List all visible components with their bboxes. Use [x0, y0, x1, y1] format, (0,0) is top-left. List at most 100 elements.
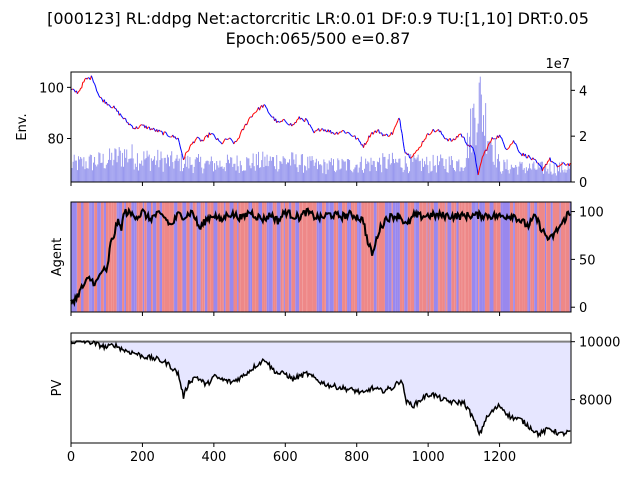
agent-stripe: [198, 202, 200, 312]
price-segment: [510, 143, 512, 146]
agent-stripe: [329, 202, 330, 312]
price-segment: [400, 128, 403, 134]
agent-stripe: [83, 202, 86, 312]
price-segment: [174, 136, 177, 140]
price-segment: [398, 117, 401, 121]
price-segment: [97, 92, 100, 96]
price-segment: [123, 117, 125, 120]
price-segment: [427, 133, 430, 136]
agent-stripe: [97, 202, 101, 312]
env-y2-offset-label: 1e7: [545, 57, 570, 72]
agent-stripe: [288, 202, 292, 312]
price-segment: [219, 141, 222, 144]
agent-stripe: [181, 202, 183, 312]
price-segment: [473, 151, 476, 156]
agent-stripe: [537, 202, 539, 312]
price-segment: [442, 134, 445, 138]
price-segment: [209, 133, 212, 136]
price-segment: [517, 149, 520, 152]
env-panel: 80 100 0 2 4 1e7 Env.: [15, 57, 587, 191]
price-segment: [113, 105, 116, 109]
price-segment: [399, 120, 402, 129]
price-segment: [538, 164, 541, 167]
agent-stripe: [284, 202, 289, 312]
price-segment: [357, 138, 360, 142]
agent-stripe: [268, 202, 273, 312]
price-segment: [279, 120, 282, 123]
agent-stripe: [204, 202, 205, 312]
price-segment: [515, 143, 518, 147]
price-segment: [403, 148, 406, 154]
agent-stripe: [202, 202, 204, 312]
price-segment: [419, 145, 422, 148]
price-segment: [332, 131, 334, 134]
agent-stripe: [364, 202, 368, 312]
agent-stripe: [502, 202, 506, 312]
agent-stripe: [367, 202, 371, 312]
agent-stripe: [397, 202, 400, 312]
agent-stripe: [358, 202, 361, 312]
pv-fill-area: [71, 340, 571, 437]
price-segment: [181, 155, 184, 161]
pv-x-tick-label: 1000: [412, 450, 445, 465]
agent-stripe: [274, 202, 277, 312]
agent-stripe: [322, 202, 325, 312]
price-segment: [305, 117, 308, 121]
price-segment: [478, 165, 481, 171]
price-segment: [489, 141, 492, 143]
price-segment: [358, 140, 361, 143]
agent-stripe: [565, 202, 570, 312]
agent-stripe: [517, 202, 520, 312]
price-segment: [306, 119, 309, 122]
agent-stripe: [81, 202, 84, 312]
price-segment: [98, 95, 101, 98]
price-segment: [554, 163, 557, 165]
agent-stripe: [196, 202, 199, 312]
price-segment: [503, 143, 506, 148]
price-segment: [568, 162, 571, 167]
pv-axes-frame: [70, 332, 572, 444]
agent-stripe: [122, 202, 125, 312]
agent-stripe: [556, 202, 560, 312]
agent-stripe: [203, 202, 205, 312]
price-segment: [351, 135, 354, 137]
price-segment: [537, 162, 540, 166]
price-segment: [178, 142, 181, 148]
price-segment: [197, 136, 199, 139]
price-segment: [338, 131, 341, 134]
price-segment: [129, 123, 132, 126]
price-segment: [516, 145, 519, 150]
agent-stripe: [381, 202, 385, 312]
price-segment: [79, 88, 82, 92]
price-segment: [95, 86, 98, 92]
price-segment: [434, 130, 437, 133]
upper-x-ticks: [70, 182, 501, 316]
agent-stripe: [152, 202, 157, 312]
price-segment: [222, 140, 225, 143]
price-segment: [441, 133, 444, 136]
pv-y2-tick-label: 10000: [579, 336, 620, 351]
price-segment: [436, 129, 438, 132]
price-segment: [225, 138, 227, 140]
agent-stripe: [429, 202, 431, 312]
agent-stripe: [204, 202, 208, 312]
agent-stripe: [283, 202, 285, 312]
env-y2-tick-label: 2: [579, 130, 587, 145]
agent-stripe: [247, 202, 249, 312]
price-segment: [375, 130, 378, 134]
agent-stripe: [302, 202, 307, 312]
price-segment: [339, 131, 342, 133]
agent-stripe: [352, 202, 355, 312]
price-segment: [504, 147, 507, 150]
price-segment: [230, 138, 233, 141]
agent-stripe: [88, 202, 90, 312]
price-segment: [187, 149, 190, 152]
agent-stripe: [528, 202, 531, 312]
agent-stripe: [111, 202, 114, 312]
price-segment: [265, 106, 268, 110]
price-segment: [184, 152, 187, 159]
price-segment: [131, 125, 134, 129]
price-segment: [262, 104, 265, 108]
price-segment: [559, 164, 562, 167]
price-segment: [198, 137, 200, 139]
